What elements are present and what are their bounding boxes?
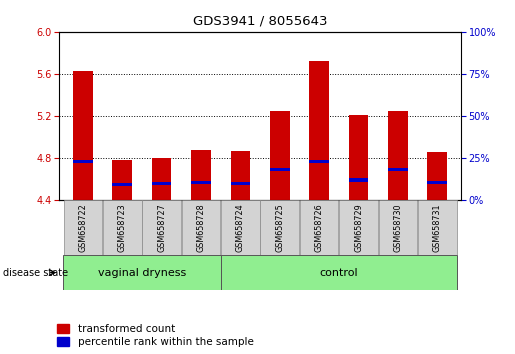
Bar: [231, 182, 250, 185]
FancyBboxPatch shape: [221, 255, 457, 290]
Text: GSM658722: GSM658722: [78, 203, 88, 252]
Bar: [112, 183, 132, 186]
Bar: [191, 150, 211, 200]
FancyBboxPatch shape: [182, 200, 220, 255]
Bar: [427, 152, 447, 200]
Text: control: control: [319, 268, 358, 278]
Text: GSM658728: GSM658728: [197, 203, 205, 252]
FancyBboxPatch shape: [339, 200, 378, 255]
Text: GSM658724: GSM658724: [236, 203, 245, 252]
Bar: [270, 168, 289, 171]
FancyBboxPatch shape: [261, 200, 299, 255]
Text: GSM658729: GSM658729: [354, 203, 363, 252]
FancyBboxPatch shape: [63, 200, 102, 255]
Bar: [310, 61, 329, 200]
Title: GDS3941 / 8055643: GDS3941 / 8055643: [193, 15, 328, 28]
FancyBboxPatch shape: [221, 200, 260, 255]
Bar: [231, 150, 250, 200]
Text: GSM658725: GSM658725: [275, 203, 284, 252]
FancyBboxPatch shape: [142, 200, 181, 255]
Bar: [191, 181, 211, 184]
Bar: [349, 178, 368, 182]
Bar: [310, 160, 329, 163]
FancyBboxPatch shape: [300, 200, 338, 255]
Bar: [152, 158, 171, 200]
Bar: [270, 111, 289, 200]
Text: GSM658726: GSM658726: [315, 203, 323, 252]
Bar: [349, 115, 368, 200]
Text: GSM658731: GSM658731: [433, 203, 442, 252]
Bar: [388, 168, 408, 171]
Text: GSM658730: GSM658730: [393, 203, 402, 252]
Bar: [73, 71, 93, 200]
Legend: transformed count, percentile rank within the sample: transformed count, percentile rank withi…: [57, 324, 253, 347]
Bar: [427, 181, 447, 184]
Bar: [152, 182, 171, 185]
Text: GSM658723: GSM658723: [118, 203, 127, 252]
Bar: [73, 160, 93, 163]
Bar: [112, 160, 132, 200]
Text: vaginal dryness: vaginal dryness: [98, 268, 186, 278]
Bar: [388, 111, 408, 200]
Text: disease state: disease state: [3, 268, 67, 278]
FancyBboxPatch shape: [418, 200, 457, 255]
FancyBboxPatch shape: [63, 255, 221, 290]
FancyBboxPatch shape: [103, 200, 142, 255]
Text: GSM658727: GSM658727: [157, 203, 166, 252]
FancyBboxPatch shape: [379, 200, 417, 255]
